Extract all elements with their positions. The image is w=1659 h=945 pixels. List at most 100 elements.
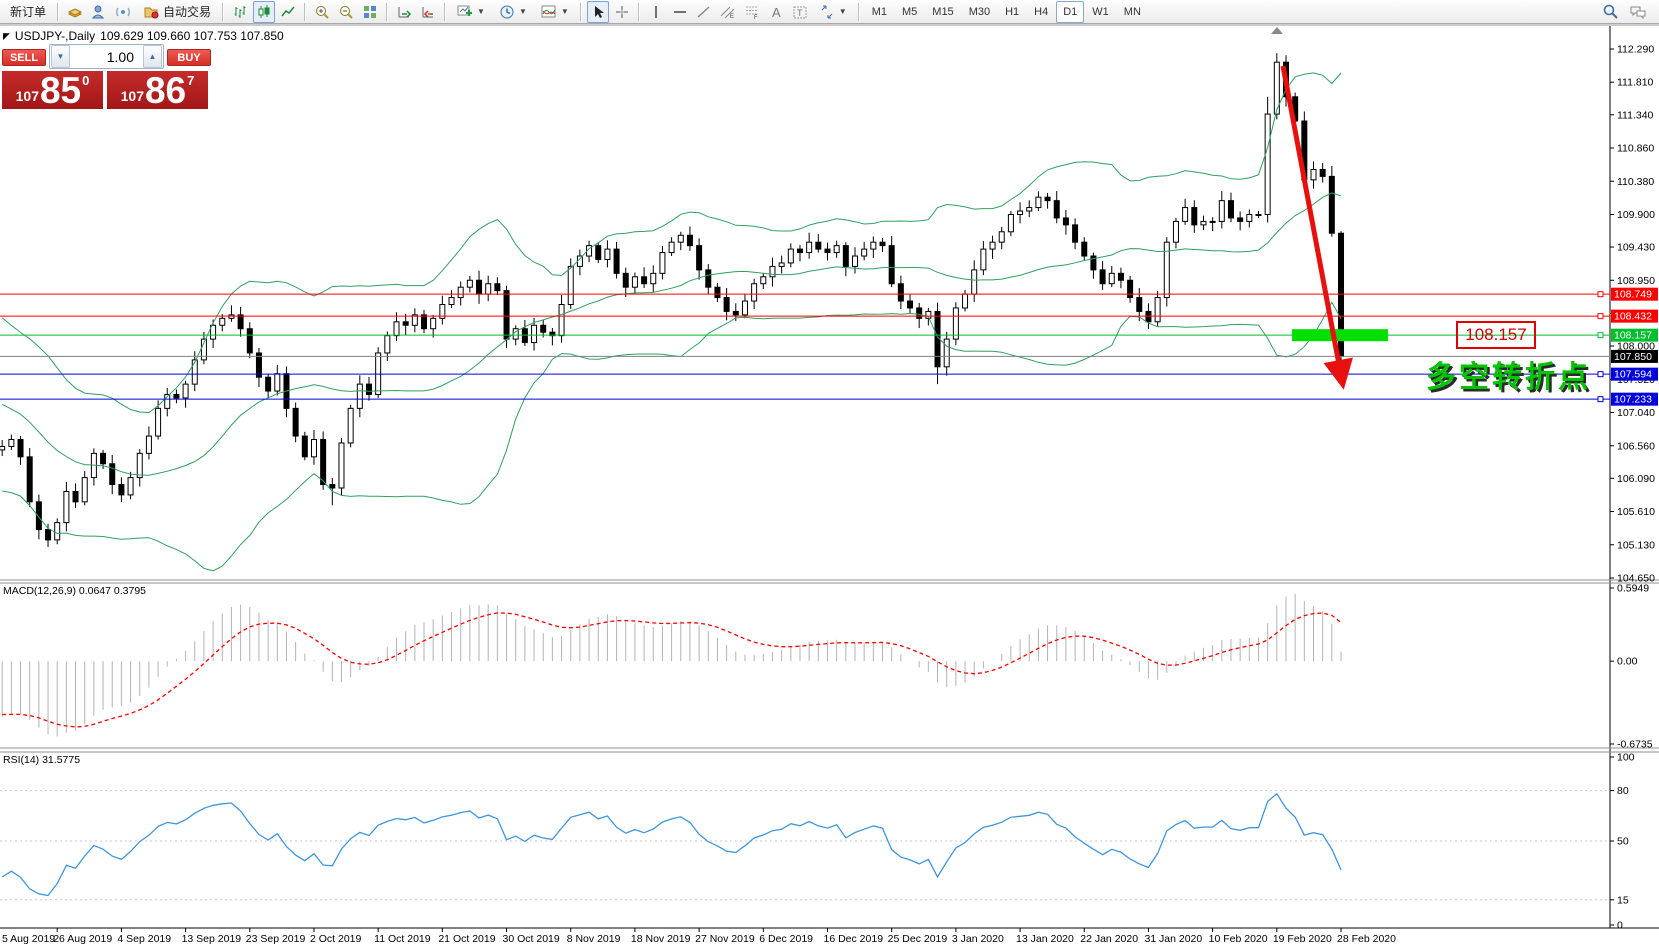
volume-decrease-button[interactable]: ▼ <box>51 45 70 68</box>
buy-price-big: 86 <box>144 70 187 111</box>
timeframe-m15-button[interactable]: M15 <box>932 5 954 18</box>
one-click-trading-panel: SELL ▼ 1.00 ▲ BUY 107 85 0 107 86 7 <box>2 44 211 109</box>
sell-price-panel[interactable]: 107 85 0 <box>2 71 103 109</box>
line-handle[interactable] <box>1597 291 1604 298</box>
timeframe-d1-button[interactable]: D1 <box>1056 0 1085 23</box>
volume-stepper: ▼ 1.00 ▲ <box>49 44 164 69</box>
buy-price-panel[interactable]: 107 86 7 <box>107 71 208 109</box>
turning-point-annotation[interactable]: 多空转折点 <box>1426 361 1591 394</box>
ohlc-readout: 109.629 109.660 107.753 107.850 <box>100 29 284 43</box>
svg-text:F: F <box>754 15 758 20</box>
horizontal-line-icon[interactable] <box>669 1 691 23</box>
new-chart-dropdown[interactable]: ▼ <box>451 1 491 23</box>
chart-candles-icon[interactable] <box>253 0 276 23</box>
zoom-out-icon[interactable] <box>335 1 357 23</box>
new-order-button[interactable]: 新订单 <box>10 5 47 19</box>
timeframe-m30-button[interactable]: M30 <box>968 5 991 18</box>
chart-shift-marker[interactable] <box>1271 27 1283 34</box>
cursor-icon[interactable] <box>586 0 609 23</box>
autotrading-label: 自动交易 <box>163 5 212 19</box>
timeframe-m5-button[interactable]: M5 <box>902 5 918 18</box>
price-tag-108157[interactable]: 108.157 <box>1456 321 1536 349</box>
special-axis-labels: 108.749 108.432 108.157 107.594 107.233 107.8… <box>1611 287 1658 406</box>
toolbar: 新订单 自动交易 <box>0 0 1659 24</box>
y-tick-label: 104.650 <box>1617 573 1655 585</box>
downtrend-arrow[interactable] <box>1280 65 1353 390</box>
buy-button[interactable]: BUY <box>167 49 211 66</box>
date-label: 21 Oct 2019 <box>438 933 495 945</box>
indicators-dropdown[interactable]: ▼ <box>535 1 575 23</box>
caret-down-icon: ▼ <box>838 7 847 16</box>
date-label: 5 Aug 2019 <box>2 933 55 945</box>
search-icon[interactable] <box>1599 1 1621 23</box>
chart-background <box>0 26 1659 945</box>
timeframe-mn-button[interactable]: MN <box>1123 5 1141 18</box>
rsi-pane <box>0 790 1610 901</box>
market-watch-icon[interactable] <box>64 1 86 23</box>
timeframe-m1-button[interactable]: M1 <box>871 5 887 18</box>
auto-scroll-icon[interactable] <box>393 1 415 23</box>
macd-tick-label: 0.00 <box>1617 656 1638 668</box>
volume-value[interactable]: 1.00 <box>106 48 134 65</box>
macd-pane <box>1 593 1342 737</box>
trendline-icon[interactable] <box>693 1 715 23</box>
date-label: 16 Dec 2019 <box>823 933 883 945</box>
data-window-icon[interactable] <box>88 1 110 23</box>
periods-dropdown[interactable]: ▼ <box>493 1 533 23</box>
sell-button[interactable]: SELL <box>2 49 46 66</box>
line-handle[interactable] <box>1597 371 1604 378</box>
date-label: 3 Jan 2020 <box>952 933 1004 945</box>
autotrading-button[interactable]: 自动交易 <box>136 1 217 23</box>
line-handle[interactable] <box>1597 313 1604 320</box>
equidistant-channel-icon[interactable]: E <box>717 1 739 23</box>
toolbar-separator <box>57 2 60 21</box>
y-tick-label: 106.560 <box>1617 440 1655 452</box>
symbol-marker-icon: ◤ <box>3 30 10 41</box>
sell-price-int: 107 <box>15 88 39 104</box>
shapes-dropdown[interactable]: ▼ <box>813 1 853 23</box>
chart-line-icon[interactable] <box>277 1 299 23</box>
date-label: 19 Feb 2020 <box>1273 933 1332 945</box>
y-tick-label: 106.090 <box>1617 473 1655 485</box>
timeframe-h1-button[interactable]: H1 <box>1005 5 1020 18</box>
y-tick-label: 108.000 <box>1617 341 1655 353</box>
macd-label: MACD(12,26,9) 0.0647 0.3795 <box>3 585 146 597</box>
toolbar-separator <box>304 2 307 21</box>
y-tick-label: 111.340 <box>1617 109 1654 121</box>
zoom-in-icon[interactable] <box>311 1 333 23</box>
y-tick-label: 112.290 <box>1617 44 1654 56</box>
sell-price-sup: 0 <box>82 73 90 88</box>
line-handle[interactable] <box>1597 396 1604 403</box>
macd-axis: 0.5949 0.00 -0.6735 <box>1610 583 1653 751</box>
line-handle[interactable] <box>1597 332 1604 339</box>
svg-text:A: A <box>772 5 781 20</box>
support-highlight-bar[interactable] <box>1292 329 1388 342</box>
text-label-icon[interactable]: T <box>789 1 811 23</box>
fibonacci-icon[interactable]: F <box>741 1 763 23</box>
date-label: 23 Sep 2019 <box>246 933 306 945</box>
date-label: 26 Aug 2019 <box>53 933 112 945</box>
timeframe-w1-button[interactable]: W1 <box>1092 5 1109 18</box>
timeframe-h4-button[interactable]: H4 <box>1034 5 1049 18</box>
axis-label-108.432: 108.432 <box>1614 311 1652 323</box>
signals-icon[interactable] <box>112 1 134 23</box>
rsi-tick-label: 0 <box>1617 920 1623 932</box>
candles <box>0 53 1345 547</box>
y-tick-label: 107.040 <box>1617 407 1655 419</box>
crosshair-icon[interactable] <box>611 1 633 23</box>
chart-shift-icon[interactable] <box>417 1 439 23</box>
tile-windows-icon[interactable] <box>359 1 381 23</box>
vertical-line-icon[interactable] <box>645 1 667 23</box>
buy-price-sup: 7 <box>187 73 195 88</box>
date-label: 13 Sep 2019 <box>182 933 242 945</box>
chart-bars-icon[interactable] <box>229 1 251 23</box>
axis-label-107.594: 107.594 <box>1614 369 1652 381</box>
volume-increase-button[interactable]: ▲ <box>143 45 162 68</box>
date-label: 10 Feb 2020 <box>1209 933 1268 945</box>
toolbar-separator <box>637 2 640 21</box>
text-icon[interactable]: A <box>765 1 787 23</box>
chat-icon[interactable] <box>1627 1 1649 23</box>
y-tick-label: 111.810 <box>1617 77 1654 89</box>
